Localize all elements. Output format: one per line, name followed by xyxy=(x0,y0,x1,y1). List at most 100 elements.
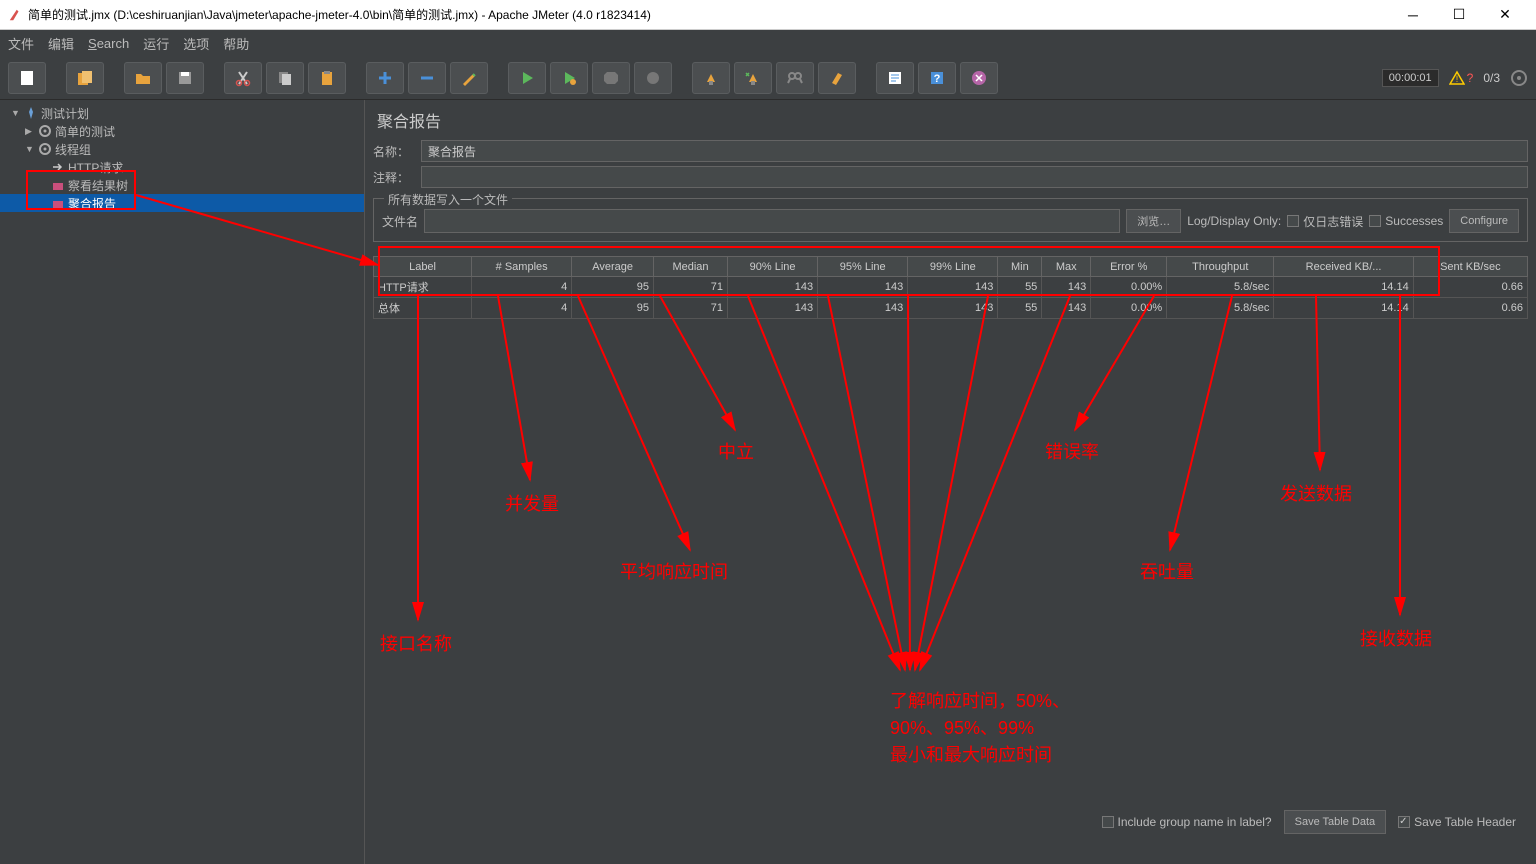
results-table: Label# SamplesAverageMedian90% Line95% L… xyxy=(373,256,1528,319)
table-header[interactable]: Throughput xyxy=(1167,257,1274,277)
comment-input[interactable] xyxy=(421,166,1528,188)
tree-node-threadgroup[interactable]: ▼ 线程组 xyxy=(0,140,364,158)
svg-text:?: ? xyxy=(934,73,941,85)
annot-label-concurrency: 并发量 xyxy=(505,490,559,516)
logdisplay-label: Log/Display Only: xyxy=(1187,214,1281,228)
cut-button[interactable] xyxy=(224,62,262,94)
table-header[interactable]: 99% Line xyxy=(908,257,998,277)
name-input[interactable] xyxy=(421,140,1528,162)
table-header[interactable]: 90% Line xyxy=(728,257,818,277)
annot-label-percentiles: 了解响应时间，50%、 90%、95%、99% 最小和最大响应时间 xyxy=(890,688,1070,769)
table-cell: 143 xyxy=(728,298,818,319)
table-header[interactable]: Error % xyxy=(1091,257,1167,277)
annot-label-error: 错误率 xyxy=(1045,438,1099,464)
table-header[interactable]: Min xyxy=(998,257,1042,277)
table-header[interactable]: 95% Line xyxy=(818,257,908,277)
menu-help[interactable]: 帮助 xyxy=(223,34,249,53)
table-header[interactable]: Received KB/... xyxy=(1274,257,1413,277)
table-cell: 71 xyxy=(654,298,728,319)
table-cell: 143 xyxy=(818,277,908,298)
clear-all-button[interactable] xyxy=(734,62,772,94)
thread-count: 0/3 xyxy=(1483,71,1500,85)
table-cell: 71 xyxy=(654,277,728,298)
table-cell: 143 xyxy=(728,277,818,298)
start-button[interactable] xyxy=(508,62,546,94)
table-cell: 143 xyxy=(908,277,998,298)
save-header-checkbox[interactable]: Save Table Header xyxy=(1398,815,1516,829)
warning-indicator[interactable]: ! ? xyxy=(1449,70,1474,86)
help-button[interactable]: ? xyxy=(918,62,956,94)
table-cell: 55 xyxy=(998,298,1042,319)
toolbar: ? 00:00:01 ! ? 0/3 xyxy=(0,56,1536,100)
svg-text:!: ! xyxy=(1455,74,1458,84)
configure-button[interactable]: Configure xyxy=(1449,209,1519,233)
table-cell: HTTP请求 xyxy=(374,277,472,298)
titlebar: 简单的测试.jmx (D:\ceshiruanjian\Java\jmeter\… xyxy=(0,0,1536,30)
save-table-data-button[interactable]: Save Table Data xyxy=(1284,810,1387,834)
browse-button[interactable]: 浏览… xyxy=(1126,209,1181,233)
start-no-pause-button[interactable] xyxy=(550,62,588,94)
table-cell: 143 xyxy=(818,298,908,319)
table-cell: 14.14 xyxy=(1274,298,1413,319)
edit-button[interactable] xyxy=(450,62,488,94)
minimize-button[interactable]: ─ xyxy=(1390,0,1436,30)
menu-run[interactable]: 运行 xyxy=(143,34,169,53)
maximize-button[interactable]: ☐ xyxy=(1436,0,1482,30)
table-cell: 143 xyxy=(908,298,998,319)
filename-input[interactable] xyxy=(424,209,1120,233)
menu-search[interactable]: Search xyxy=(88,36,129,51)
table-header[interactable]: Median xyxy=(654,257,728,277)
menu-file[interactable]: 文件 xyxy=(8,34,34,53)
tree-node-aggregate[interactable]: 聚合报告 xyxy=(0,194,364,212)
include-group-checkbox[interactable]: Include group name in label? xyxy=(1102,815,1272,829)
about-button[interactable] xyxy=(960,62,998,94)
panel-title: 聚合报告 xyxy=(373,108,1528,132)
errors-checkbox[interactable]: 仅日志错误 xyxy=(1287,213,1363,230)
table-cell: 143 xyxy=(1042,277,1091,298)
tree-node-results[interactable]: 察看结果树 xyxy=(0,176,364,194)
save-button[interactable] xyxy=(166,62,204,94)
table-header[interactable]: Average xyxy=(572,257,654,277)
menu-edit[interactable]: 编辑 xyxy=(48,34,74,53)
new-button[interactable] xyxy=(8,62,46,94)
tree-root[interactable]: ▼ 测试计划 xyxy=(0,104,364,122)
reset-search-button[interactable] xyxy=(818,62,856,94)
search-button[interactable] xyxy=(776,62,814,94)
stop-button[interactable] xyxy=(592,62,630,94)
comment-label: 注释： xyxy=(373,169,421,186)
annot-label-interface: 接口名称 xyxy=(380,630,452,656)
window-title: 简单的测试.jmx (D:\ceshiruanjian\Java\jmeter\… xyxy=(28,6,1390,23)
table-cell: 4 xyxy=(472,298,572,319)
table-row[interactable]: HTTP请求49571143143143551430.00%5.8/sec14.… xyxy=(374,277,1528,298)
remove-button[interactable] xyxy=(408,62,446,94)
table-cell: 0.66 xyxy=(1413,298,1527,319)
clear-button[interactable] xyxy=(692,62,730,94)
table-cell: 5.8/sec xyxy=(1167,277,1274,298)
table-header[interactable]: # Samples xyxy=(472,257,572,277)
table-cell: 95 xyxy=(572,277,654,298)
tree-node-http[interactable]: HTTP请求 xyxy=(0,158,364,176)
paste-button[interactable] xyxy=(308,62,346,94)
copy-button[interactable] xyxy=(266,62,304,94)
table-cell: 55 xyxy=(998,277,1042,298)
open-button[interactable] xyxy=(124,62,162,94)
close-button[interactable]: ✕ xyxy=(1482,0,1528,30)
templates-button[interactable] xyxy=(66,62,104,94)
table-cell: 95 xyxy=(572,298,654,319)
shutdown-button[interactable] xyxy=(634,62,672,94)
table-header[interactable]: Sent KB/sec xyxy=(1413,257,1527,277)
annot-label-avg: 平均响应时间 xyxy=(620,558,728,584)
table-header[interactable]: Label xyxy=(374,257,472,277)
tree-node-test[interactable]: ▶ 简单的测试 xyxy=(0,122,364,140)
annot-label-recv: 接收数据 xyxy=(1360,625,1432,651)
menubar: 文件 编辑 Search 运行 选项 帮助 xyxy=(0,30,1536,56)
table-cell: 5.8/sec xyxy=(1167,298,1274,319)
table-cell: 0.00% xyxy=(1091,298,1167,319)
menu-options[interactable]: 选项 xyxy=(183,34,209,53)
successes-checkbox[interactable]: Successes xyxy=(1369,214,1443,228)
annot-label-sent: 发送数据 xyxy=(1280,480,1352,506)
add-button[interactable] xyxy=(366,62,404,94)
table-header[interactable]: Max xyxy=(1042,257,1091,277)
table-row[interactable]: 总体49571143143143551430.00%5.8/sec14.140.… xyxy=(374,298,1528,319)
function-helper-button[interactable] xyxy=(876,62,914,94)
